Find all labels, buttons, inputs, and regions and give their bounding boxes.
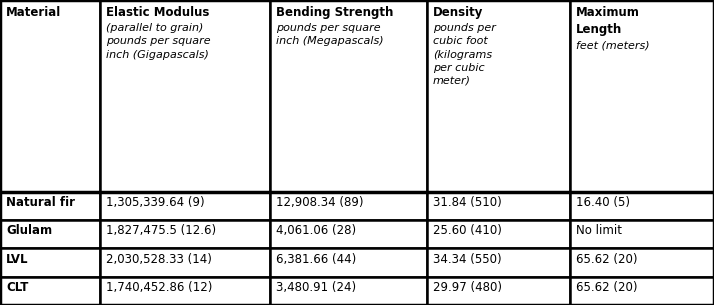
- Bar: [0, 249, 100, 277]
- Bar: [570, 277, 714, 305]
- Bar: [0, 220, 100, 249]
- Text: Bending Strength: Bending Strength: [276, 6, 393, 19]
- Text: pounds per square
inch (Megapascals): pounds per square inch (Megapascals): [276, 23, 383, 46]
- Bar: [427, 277, 570, 305]
- Text: pounds per
cubic foot
(kilograms
per cubic
meter): pounds per cubic foot (kilograms per cub…: [433, 23, 496, 86]
- Bar: [427, 249, 570, 277]
- Text: 1,740,452.86 (12): 1,740,452.86 (12): [106, 281, 212, 294]
- Bar: [270, 249, 427, 277]
- Text: 25.60 (410): 25.60 (410): [433, 224, 502, 237]
- Bar: [0, 277, 100, 305]
- Text: 4,061.06 (28): 4,061.06 (28): [276, 224, 356, 237]
- Text: Density: Density: [433, 6, 483, 19]
- Bar: [0, 192, 100, 220]
- Bar: [270, 277, 427, 305]
- Text: Natural fir: Natural fir: [6, 196, 75, 209]
- Text: 1,827,475.5 (12.6): 1,827,475.5 (12.6): [106, 224, 216, 237]
- Bar: [427, 0, 570, 192]
- Bar: [570, 192, 714, 220]
- Text: 6,381.66 (44): 6,381.66 (44): [276, 253, 356, 266]
- Text: 1,305,339.64 (9): 1,305,339.64 (9): [106, 196, 205, 209]
- Text: 29.97 (480): 29.97 (480): [433, 281, 502, 294]
- Text: 16.40 (5): 16.40 (5): [576, 196, 630, 209]
- Text: 65.62 (20): 65.62 (20): [576, 281, 638, 294]
- Bar: [100, 192, 270, 220]
- Bar: [570, 249, 714, 277]
- Bar: [270, 192, 427, 220]
- Text: 3,480.91 (24): 3,480.91 (24): [276, 281, 356, 294]
- Bar: [270, 0, 427, 192]
- Bar: [427, 220, 570, 249]
- Text: 2,030,528.33 (14): 2,030,528.33 (14): [106, 253, 212, 266]
- Text: Glulam: Glulam: [6, 224, 52, 237]
- Text: No limit: No limit: [576, 224, 622, 237]
- Text: 34.34 (550): 34.34 (550): [433, 253, 502, 266]
- Text: 65.62 (20): 65.62 (20): [576, 253, 638, 266]
- Text: 12,908.34 (89): 12,908.34 (89): [276, 196, 363, 209]
- Bar: [570, 0, 714, 192]
- Text: Maximum
Length: Maximum Length: [576, 6, 640, 36]
- Bar: [100, 220, 270, 249]
- Text: (parallel to grain)
pounds per square
inch (Gigapascals): (parallel to grain) pounds per square in…: [106, 23, 211, 59]
- Bar: [100, 0, 270, 192]
- Bar: [570, 220, 714, 249]
- Bar: [0, 0, 100, 192]
- Bar: [270, 220, 427, 249]
- Bar: [100, 277, 270, 305]
- Text: Material: Material: [6, 6, 61, 19]
- Bar: [100, 249, 270, 277]
- Text: CLT: CLT: [6, 281, 29, 294]
- Text: 31.84 (510): 31.84 (510): [433, 196, 502, 209]
- Text: Elastic Modulus: Elastic Modulus: [106, 6, 209, 19]
- Text: LVL: LVL: [6, 253, 29, 266]
- Bar: [427, 192, 570, 220]
- Text: feet (meters): feet (meters): [576, 40, 650, 50]
